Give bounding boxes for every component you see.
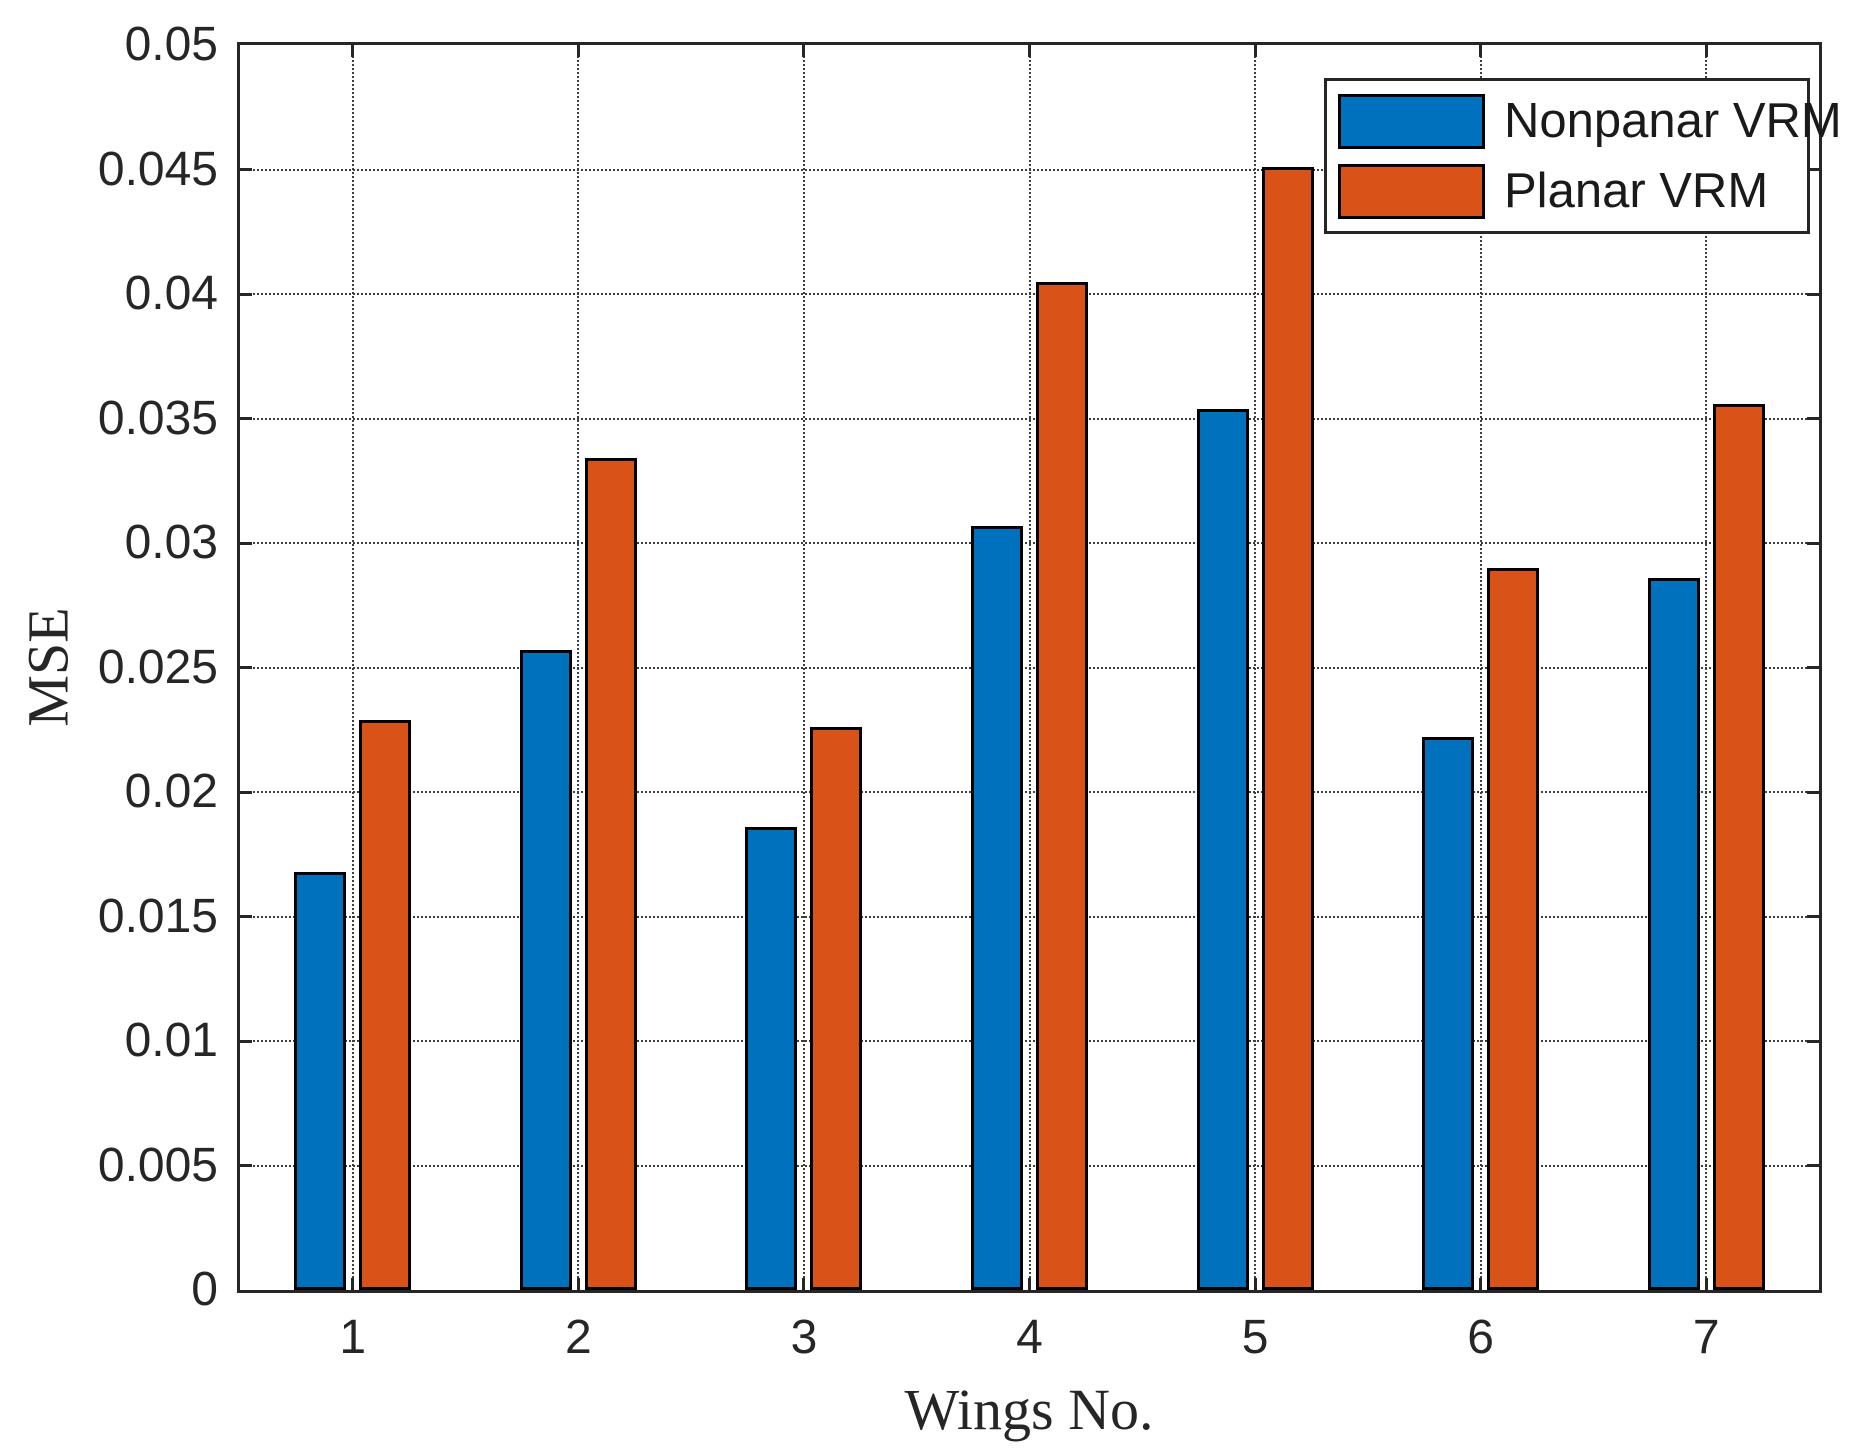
bar-planar-vrm [1036,282,1088,1290]
bar-planar-vrm [1261,167,1314,1290]
y-axis-tick-mark [240,915,252,918]
bar-planar-vrm [1712,404,1765,1290]
x-axis-tick-mark [576,45,580,57]
y-tick-label: 0.045 [97,142,218,196]
y-axis-tick-mark [1807,915,1819,918]
gridline-vertical [1479,45,1482,1290]
y-tick-label: 0.01 [124,1014,218,1067]
x-axis-tick-mark [1479,45,1483,57]
x-axis-tick-mark [351,1278,355,1290]
x-tick-label: 1 [339,1311,367,1364]
y-axis-tick-mark [240,790,252,794]
x-tick-label: 3 [790,1311,818,1364]
bar-planar-vrm [1487,568,1540,1290]
bar-nonpanar-vrm [1422,737,1475,1290]
x-tick-label: 5 [1241,1311,1269,1364]
y-axis-tick-mark [1807,168,1819,171]
bar-nonpanar-vrm [971,526,1023,1290]
gridline-vertical [1705,45,1708,1290]
y-axis-tick-mark [1807,541,1819,545]
y-axis-tick-mark [1807,790,1819,794]
y-axis-tick-mark [1807,292,1819,296]
y-tick-label: 0.02 [124,765,218,818]
x-axis-tick-mark [576,1278,580,1290]
x-tick-label: 6 [1467,1311,1494,1364]
x-tick-label: 7 [1692,1311,1720,1364]
bar-nonpanar-vrm [1647,578,1700,1290]
x-axis-tick-mark [1253,45,1257,57]
y-axis-tick-mark [1807,1164,1819,1167]
gridline-vertical [577,45,580,1290]
bar-nonpanar-vrm [519,650,572,1290]
y-axis-tick-mark [1807,417,1819,420]
bar-nonpanar-vrm [294,872,347,1290]
gridline-vertical [1254,45,1257,1290]
x-axis-tick-mark [802,45,806,57]
legend-item-nonpanar-vrm: Nonpanar VRM [1338,94,1842,149]
x-axis-label: Wings No. [904,1377,1154,1442]
y-tick-label: 0 [191,1263,218,1316]
x-axis-tick-mark [802,1278,806,1290]
x-axis-tick-mark [1028,45,1031,57]
x-axis-tick-mark [1479,1278,1483,1290]
bar-nonpanar-vrm [745,827,798,1290]
y-axis-tick-mark [240,541,252,545]
x-tick-label: 4 [1016,1311,1043,1364]
legend-label-planar-vrm: Planar VRM [1504,164,1769,218]
y-tick-label: 0.025 [97,640,218,694]
y-tick-label: 0.03 [124,516,218,569]
y-axis-tick-mark [240,1039,252,1043]
y-tick-label: 0.015 [97,889,218,943]
legend-swatch-nonpanar-vrm [1338,94,1485,149]
y-tick-label: 0.005 [97,1138,218,1192]
plot-area: Nonpanar VRM Planar VRM [237,42,1842,1293]
y-axis-tick-mark [240,666,252,669]
y-axis-label: MSE [15,607,81,727]
gridline-vertical [802,45,805,1290]
x-axis-tick-mark [351,45,355,57]
y-axis-tick-mark [1807,666,1819,669]
x-tick-label: 2 [564,1311,592,1364]
gridline-vertical [1028,45,1031,1290]
gridline-vertical [351,45,354,1290]
y-axis-tick-mark [1807,1039,1819,1043]
y-axis-tick-mark [240,1164,252,1167]
bar-planar-vrm [584,458,637,1290]
x-axis-tick-mark [1704,45,1708,57]
x-axis-tick-mark [1253,1278,1257,1290]
y-axis-tick-mark [240,417,252,420]
legend-label-nonpanar-vrm: Nonpanar VRM [1504,94,1842,148]
y-axis-tick-mark [240,292,252,296]
legend: Nonpanar VRM Planar VRM [1324,78,1842,234]
x-axis-tick-mark [1028,1278,1031,1290]
y-tick-label: 0.05 [124,18,218,71]
bar-planar-vrm [359,720,412,1290]
legend-swatch-planar-vrm [1338,164,1485,219]
x-axis-tick-mark [1704,1278,1708,1290]
bar-nonpanar-vrm [1196,409,1249,1290]
y-axis-tick-mark [240,168,252,171]
y-tick-label: 0.035 [97,391,218,445]
legend-item-planar-vrm: Planar VRM [1338,164,1807,219]
bar-planar-vrm [810,727,863,1290]
y-tick-label: 0.04 [124,267,218,320]
